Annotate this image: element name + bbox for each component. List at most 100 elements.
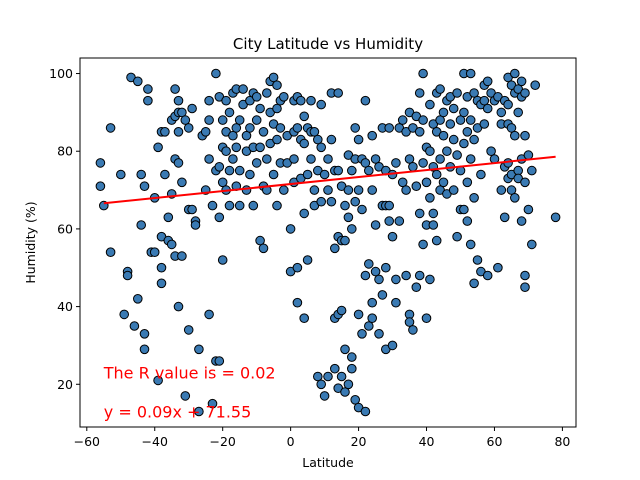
data-point [268,169,279,180]
data-point [452,88,462,98]
data-point [279,185,289,195]
data-point [459,138,469,149]
data-point [105,123,116,133]
data-point [442,146,452,156]
data-point [452,231,462,242]
data-point [520,177,530,188]
data-point [133,76,143,87]
data-point [190,220,201,230]
data-point [173,127,184,137]
data-point [370,220,381,230]
data-point [299,111,310,122]
data-point [333,88,344,98]
x-tick-label: 20 [351,434,367,449]
data-point [438,177,449,188]
data-point [425,274,435,285]
data-point [367,313,378,324]
data-point [425,193,435,203]
data-point [428,208,439,219]
data-point [306,154,316,164]
data-point [445,119,456,129]
data-point [258,127,269,137]
data-point [387,340,398,351]
x-axis-label: Latitude [302,455,354,470]
data-point [299,208,310,219]
data-point [316,142,327,153]
data-point [350,196,361,207]
data-point [224,165,235,176]
chart-title: City Latitude vs Humidity [233,35,423,53]
data-point [347,352,357,362]
data-point [364,321,374,331]
data-point [414,270,425,281]
data-point [482,270,493,281]
x-axis: −60 −40 −20 0 20 40 60 80 [74,427,570,449]
data-point [499,212,510,223]
data-point [391,274,401,285]
data-point [241,185,252,195]
data-point [418,115,428,125]
data-point [194,344,204,355]
data-point [234,200,245,211]
data-point [516,216,527,226]
x-tick-label: 40 [419,434,435,449]
data-point [438,130,449,141]
data-point [204,95,214,106]
data-point [163,212,174,223]
data-point [183,123,194,133]
data-point [217,177,228,188]
y-axis: 20 40 60 80 100 [49,66,80,392]
data-point [177,251,187,261]
data-point [408,325,418,335]
data-point [384,200,395,211]
data-point [183,325,194,335]
data-point [503,99,513,110]
data-point [401,270,411,281]
data-point [251,158,262,168]
data-point [347,165,357,176]
data-point [299,313,310,324]
data-point [340,387,350,397]
data-point [364,259,374,269]
data-point [510,130,520,141]
data-point [177,177,187,188]
data-point [207,200,218,211]
data-point [326,134,337,145]
data-point [228,154,238,164]
data-point [296,95,306,106]
data-point [313,371,323,382]
data-point [377,290,388,300]
data-point [486,146,496,156]
data-point [414,127,425,137]
data-point [224,200,235,211]
data-point [401,185,411,195]
data-point [343,212,354,223]
data-point [387,231,398,242]
data-point [139,181,150,191]
data-point [336,305,347,316]
data-point [292,297,303,308]
data-point [347,363,357,374]
data-point [367,185,378,195]
regression-equation-annotation: y = 0.09x + 71.55 [104,402,252,421]
data-point [448,103,459,114]
data-point [397,177,408,188]
data-point [340,344,350,355]
data-point [448,185,459,195]
data-point [211,68,221,79]
data-point [462,216,473,226]
r-value-annotation: The R value is = 0.02 [103,364,276,383]
data-point [248,200,259,211]
data-point [452,150,462,160]
data-point [482,76,493,87]
data-point [143,95,153,106]
x-tick-label: 0 [287,434,295,449]
data-point [520,88,530,98]
data-point [316,196,327,207]
data-point [438,107,449,118]
data-point [177,107,187,118]
data-point [469,134,479,145]
data-point [435,115,445,125]
data-point [550,212,561,223]
